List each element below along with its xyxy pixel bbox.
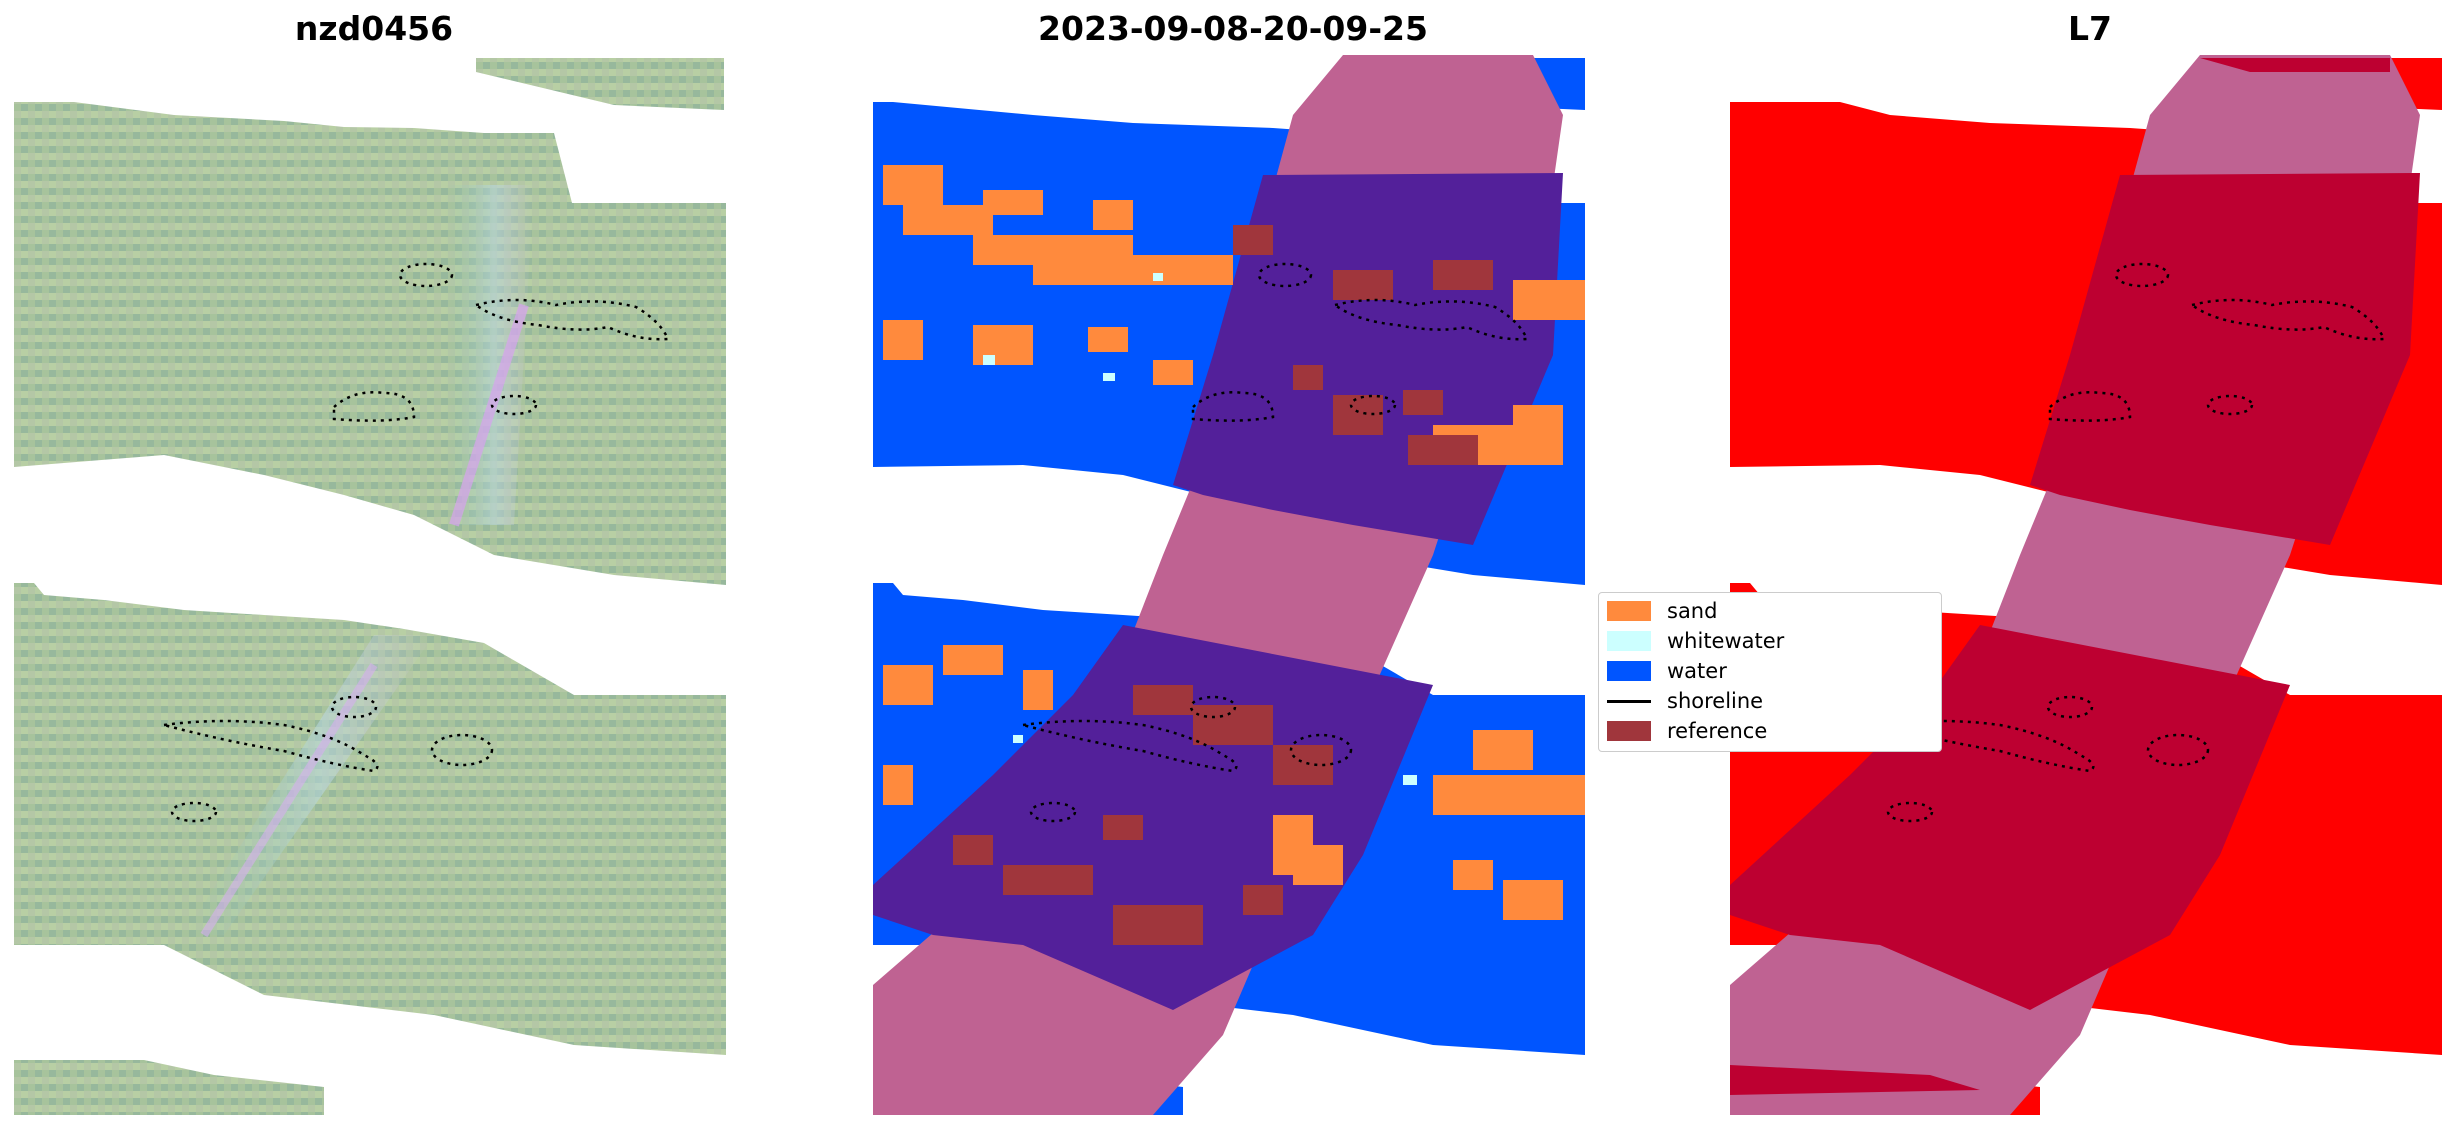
legend-label-shoreline: shoreline (1667, 689, 1764, 713)
panel-title-classification: 2023-09-08-20-09-25 (1038, 9, 1428, 48)
sand-swatch (1607, 601, 1651, 621)
whitewater-swatch (1607, 631, 1651, 651)
imagery-block-upper (14, 102, 726, 585)
legend-item-shoreline: shoreline (1607, 687, 1763, 715)
l7-panel (1730, 55, 2442, 1115)
shoreline-line (1607, 699, 1651, 703)
legend-item-whitewater: whitewater (1607, 627, 1784, 655)
panel-title-imagery: nzd0456 (294, 9, 454, 48)
l7-shorelines (1879, 262, 2386, 823)
classification-shorelines (1022, 262, 1529, 823)
legend-label-sand: sand (1667, 599, 1718, 623)
legend-item-sand: sand (1607, 597, 1717, 625)
l7-overlap-upper (2030, 173, 2420, 545)
imagery-block-lower (14, 583, 726, 1055)
l7-overlap-lower (1730, 625, 2290, 1010)
panel-title-l7: L7 (2068, 9, 2112, 48)
legend-label-reference: reference (1667, 719, 1768, 743)
overlap-water-lower (873, 625, 1433, 1010)
imagery-streak-upper (449, 303, 529, 527)
l7-map (1730, 55, 2442, 1115)
imagery-streak-lower (200, 662, 378, 938)
legend: sand whitewater water shoreline referenc… (1598, 592, 1942, 752)
legend-label-water: water (1667, 659, 1727, 683)
imagery-panel (14, 55, 726, 1115)
imagery-shorelines (163, 262, 670, 823)
reference-swatch (1607, 721, 1651, 741)
imagery-map (14, 58, 726, 1115)
classification-panel (873, 55, 1585, 1115)
water-swatch (1607, 661, 1651, 681)
imagery-strip-bottom (14, 1060, 324, 1115)
classification-map (873, 55, 1585, 1115)
whitewater-specks (983, 273, 1417, 785)
imagery-strip-top (476, 58, 724, 110)
sand-patches (883, 165, 1585, 920)
legend-label-whitewater: whitewater (1667, 629, 1785, 653)
l7-overlap-top (2200, 58, 2390, 72)
legend-item-reference: reference (1607, 717, 1767, 745)
imagery-haze-upper (444, 185, 534, 525)
legend-occluder (1730, 590, 1945, 760)
legend-item-water: water (1607, 657, 1727, 685)
l7-overlap-bottom (1730, 1065, 1980, 1095)
